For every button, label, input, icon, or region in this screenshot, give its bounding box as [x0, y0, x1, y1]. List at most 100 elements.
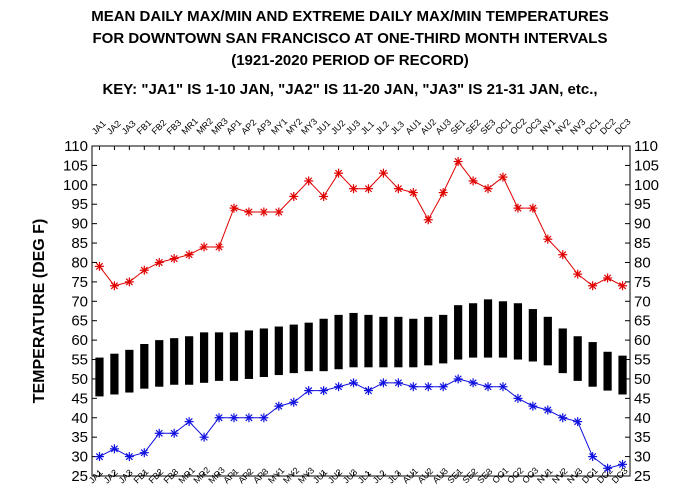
extreme-max-point	[618, 281, 628, 291]
extreme-min-point	[393, 378, 403, 388]
mean-range-bar	[125, 349, 134, 393]
extreme-max-point-stroke	[484, 185, 492, 193]
extreme-min-point-stroke	[559, 414, 567, 422]
extreme-max-point-stroke	[334, 169, 343, 177]
extreme-max-point	[393, 184, 403, 194]
chart-title-line-1: MEAN DAILY MAX/MIN AND EXTREME DAILY MAX…	[91, 8, 609, 25]
extreme-max-point	[528, 203, 538, 213]
extreme-max-point-stroke	[469, 177, 477, 185]
extreme-max-point	[438, 188, 448, 198]
extreme-max-line	[99, 160, 623, 287]
x-tick-label-top: JA2	[105, 118, 123, 136]
y-tick-label-left: 35	[71, 429, 88, 446]
y-axis-label: TEMPERATURE (DEG F)	[31, 219, 48, 404]
extreme-max-point	[154, 257, 164, 267]
extreme-min-point	[334, 382, 344, 392]
extreme-min-point-stroke	[230, 414, 238, 422]
extreme-min-point	[304, 386, 314, 396]
mean-range-bar	[513, 303, 523, 360]
y-tick-label-right: 80	[634, 254, 651, 271]
mean-range-bar	[573, 336, 582, 381]
y-tick-label-right: 110	[634, 138, 658, 155]
extreme-min-point	[169, 428, 179, 438]
y-tick-label-right: 95	[634, 196, 651, 213]
extreme-min-point	[423, 382, 433, 392]
y-tick-label-right: 75	[634, 274, 651, 291]
mean-range-bar	[528, 309, 537, 362]
mean-range-bar	[185, 336, 194, 385]
y-tick-label-right: 105	[634, 157, 659, 174]
extreme-min-point-stroke	[364, 386, 373, 395]
extreme-max-point	[588, 281, 598, 291]
extreme-min-point-stroke	[170, 429, 178, 437]
mean-range-bar	[454, 305, 463, 360]
extreme-min-point-stroke	[454, 375, 462, 383]
x-tick-label-bottom: JU3	[341, 467, 359, 485]
extreme-min-point-stroke	[394, 379, 402, 387]
extreme-max-point	[184, 250, 194, 260]
extreme-min-point-stroke	[155, 429, 163, 437]
extreme-max-point	[558, 250, 568, 260]
y-tick-label-left: 60	[71, 332, 88, 349]
mean-range-bar	[483, 299, 493, 358]
extreme-min-point-stroke	[409, 383, 417, 391]
extreme-max-point	[289, 191, 299, 201]
y-tick-label-left: 45	[71, 390, 88, 407]
extreme-min-point-stroke	[215, 414, 223, 422]
extreme-min-point-stroke	[305, 386, 313, 395]
extreme-max-point	[109, 281, 119, 291]
x-tick-label-bottom: JL3	[386, 468, 403, 485]
extreme-min-point	[528, 401, 538, 411]
y-tick-label-left: 90	[71, 216, 88, 233]
extreme-max-point	[244, 207, 254, 217]
mean-range-bar	[110, 353, 119, 395]
x-tick-label-top: JL2	[374, 119, 391, 136]
y-tick-label-left: 70	[71, 293, 88, 310]
y-tick-label-right: 100	[634, 177, 659, 194]
mean-range-bar	[364, 314, 373, 368]
extreme-min-point-stroke	[603, 464, 612, 472]
mean-range-bar	[289, 324, 298, 374]
extreme-min-point-stroke	[349, 379, 358, 387]
extreme-min-point-stroke	[185, 418, 193, 426]
x-tick-label-bottom: DC3	[610, 466, 630, 486]
extreme-max-point	[334, 168, 344, 178]
extreme-min-point	[214, 413, 224, 423]
y-tick-label-left: 100	[63, 177, 88, 194]
mean-range-bar	[439, 314, 448, 364]
y-tick-label-right: 85	[634, 235, 651, 252]
extreme-max-point-stroke	[185, 251, 193, 259]
mean-range-bar	[199, 332, 209, 383]
extreme-min-point	[244, 413, 254, 423]
y-tick-label-right: 30	[634, 449, 651, 466]
y-tick-label-left: 30	[71, 449, 88, 466]
extreme-max-point-stroke	[589, 282, 597, 290]
extreme-min-point	[498, 382, 508, 392]
extreme-max-point	[259, 207, 269, 217]
extreme-max-point-stroke	[305, 177, 313, 185]
extreme-max-point-stroke	[110, 282, 119, 290]
x-tick-label-top: JU3	[344, 118, 362, 136]
extreme-min-point	[408, 382, 418, 392]
extreme-max-point	[199, 242, 209, 252]
extreme-max-point	[124, 277, 134, 287]
extreme-max-point	[378, 168, 388, 178]
extreme-min-point	[124, 452, 134, 462]
mean-range-bar	[394, 316, 403, 368]
extreme-max-point	[229, 203, 239, 213]
extreme-max-point-stroke	[215, 243, 223, 251]
extreme-min-point	[573, 417, 583, 427]
extreme-min-point-stroke	[379, 379, 388, 387]
y-tick-label-right: 60	[634, 332, 651, 349]
extreme-max-point-stroke	[618, 282, 627, 290]
extreme-max-point-stroke	[245, 208, 253, 216]
extreme-max-point-stroke	[439, 188, 447, 197]
extreme-max-point	[319, 191, 329, 201]
extreme-max-point-stroke	[290, 192, 298, 201]
extreme-min-point	[468, 378, 478, 388]
extreme-max-point-stroke	[559, 251, 567, 259]
extreme-min-point-stroke	[574, 418, 582, 426]
extreme-min-point-stroke	[125, 452, 133, 461]
x-tick-label-top: JL1	[359, 119, 376, 136]
extreme-min-point-stroke	[439, 383, 447, 391]
